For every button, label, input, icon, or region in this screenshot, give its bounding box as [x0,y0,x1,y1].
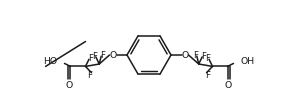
Text: F: F [92,51,97,60]
Text: F: F [205,54,210,63]
Text: F: F [88,54,93,63]
Text: F: F [201,51,206,60]
Text: O: O [225,80,232,89]
Text: OH: OH [240,56,254,65]
Text: HO: HO [44,56,58,65]
Text: O: O [109,51,117,60]
Text: O: O [181,51,189,60]
Text: F: F [88,70,92,79]
Text: O: O [66,80,73,89]
Text: F: F [206,70,210,79]
Text: F: F [100,51,105,60]
Text: F: F [193,51,198,60]
